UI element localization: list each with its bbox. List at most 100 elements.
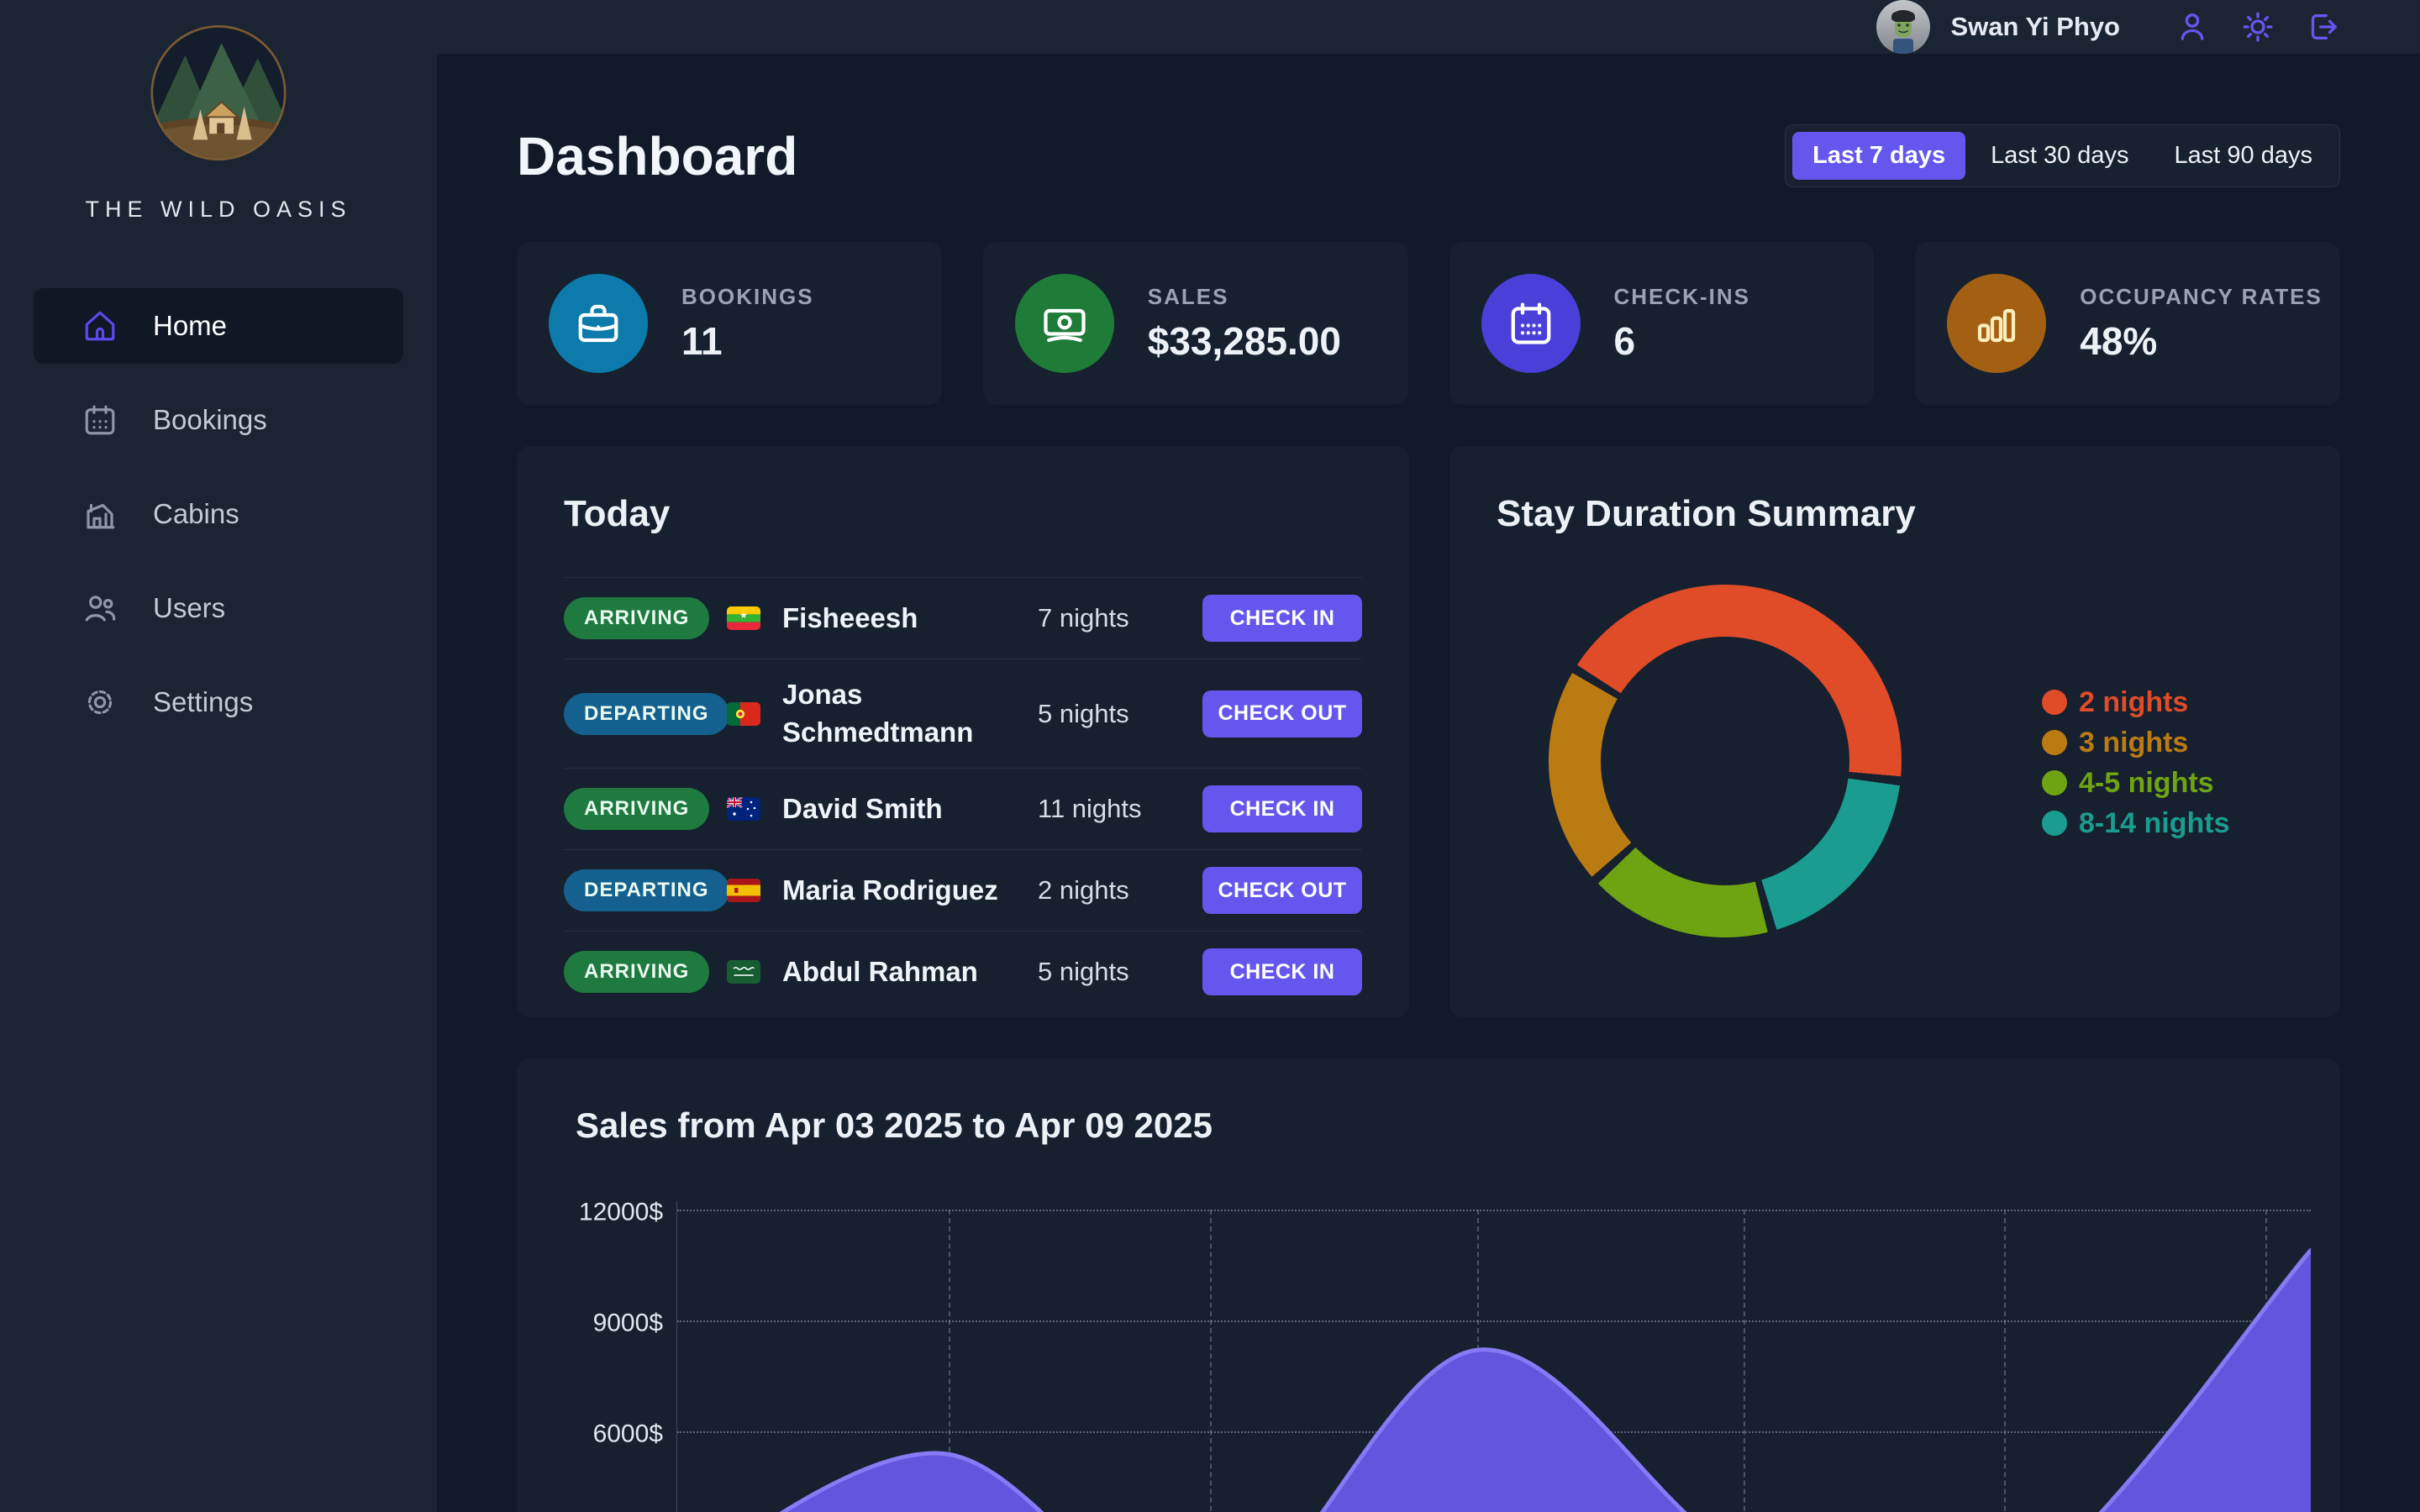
sidebar-item-home[interactable]: Home	[34, 288, 403, 364]
home-icon	[85, 311, 115, 341]
stat-card-checkins: CHECK-INS 6	[1449, 242, 1875, 405]
guest-name: Maria Rodriguez	[782, 874, 998, 906]
table-row: DEPARTING Maria Rodriguez 2 nights CHECK…	[564, 849, 1362, 931]
y-tick: 6000$	[592, 1420, 663, 1448]
stat-value: $33,285.00	[1147, 318, 1341, 363]
today-list: ARRIVING Fisheeesh 7 nights CHECK IN DEP…	[564, 577, 1362, 1012]
stay-duration-title: Stay Duration Summary	[1497, 493, 1916, 534]
nights: 7 nights	[1038, 603, 1129, 633]
flag-myanmar-icon	[727, 606, 760, 630]
flag-portugal-icon	[727, 701, 760, 726]
sales-chart-title: Sales from Apr 03 2025 to Apr 09 2025	[576, 1105, 1213, 1145]
stat-cards: BOOKINGS 11 SALES $33,285.00 CHECK-INS	[517, 242, 2340, 405]
flag-saudi-arabia-icon	[727, 960, 760, 984]
status-badge: ARRIVING	[564, 597, 710, 639]
avatar	[1876, 0, 1931, 54]
dashboard-content: Dashboard Last 7 days Last 30 days Last …	[437, 54, 2420, 1512]
table-row: DEPARTING Jonas Schmedtmann 5 nights CHE…	[564, 659, 1362, 768]
stat-label: SALES	[1147, 283, 1229, 309]
check-out-button[interactable]: CHECK OUT	[1202, 690, 1362, 738]
sidebar-item-settings[interactable]: Settings	[34, 664, 403, 740]
briefcase-icon	[549, 274, 648, 373]
sidebar-nav: Home Bookings Cabins Users Settings	[0, 288, 437, 740]
status-badge: ARRIVING	[564, 951, 710, 994]
check-in-button[interactable]: CHECK IN	[1202, 595, 1362, 642]
legend-item: 4-5 nights	[2042, 766, 2229, 799]
calendar-days-icon	[1481, 274, 1581, 373]
today-panel: Today ARRIVING Fisheeesh 7 nights CHECK …	[517, 446, 1409, 1017]
nights: 5 nights	[1038, 957, 1129, 987]
filter-last-30-days[interactable]: Last 30 days	[1970, 132, 2149, 180]
sidebar-item-label: Home	[153, 310, 228, 341]
legend-dot	[2042, 770, 2067, 795]
banknotes-icon	[1014, 274, 1114, 373]
stat-value: 48%	[2080, 318, 2158, 363]
calendar-icon	[85, 405, 115, 435]
legend-dot	[2042, 811, 2067, 836]
check-out-button[interactable]: CHECK OUT	[1202, 867, 1362, 915]
y-axis: 12000$ 9000$ 6000$	[576, 1198, 676, 1512]
legend-label: 8-14 nights	[2079, 806, 2230, 839]
nights: 11 nights	[1038, 794, 1142, 824]
legend-item: 3 nights	[2042, 726, 2229, 759]
legend-label: 4-5 nights	[2079, 766, 2214, 799]
status-badge: ARRIVING	[564, 788, 710, 831]
stat-value: 6	[1613, 318, 1636, 363]
user-name: Swan Yi Phyo	[1950, 12, 2120, 41]
topbar-actions	[2175, 10, 2340, 44]
sidebar-item-label: Settings	[153, 686, 254, 717]
sidebar-item-bookings[interactable]: Bookings	[34, 382, 403, 458]
topbar: Swan Yi Phyo	[437, 0, 2420, 54]
stay-duration-donut-chart	[1549, 585, 1902, 937]
check-in-button[interactable]: CHECK IN	[1202, 785, 1362, 833]
stat-card-occupancy: OCCUPANCY RATES 48%	[1915, 242, 2340, 405]
bar-chart-icon	[1947, 274, 2047, 373]
filter-last-90-days[interactable]: Last 90 days	[2154, 132, 2333, 180]
sidebar: THE WILD OASIS Home Bookings Cabins User…	[0, 0, 437, 1512]
legend-label: 3 nights	[2079, 726, 2189, 759]
sidebar-item-label: Cabins	[153, 498, 239, 529]
filter-last-7-days[interactable]: Last 7 days	[1792, 132, 1966, 180]
stay-duration-panel: Stay Duration Summary 2 nights 3 nights …	[1449, 446, 2340, 1017]
guest-name: David Smith	[782, 792, 943, 824]
nights: 5 nights	[1038, 698, 1129, 728]
sidebar-item-users[interactable]: Users	[34, 570, 403, 646]
legend-item: 2 nights	[2042, 685, 2229, 718]
stat-label: OCCUPANCY RATES	[2080, 283, 2323, 309]
gear-icon	[87, 690, 113, 715]
table-row: ARRIVING Abdul Rahman 5 nights CHECK IN	[564, 931, 1362, 1012]
nights: 2 nights	[1038, 875, 1129, 906]
sidebar-item-cabins[interactable]: Cabins	[34, 476, 403, 552]
sales-chart-panel: Sales from Apr 03 2025 to Apr 09 2025 12…	[517, 1058, 2340, 1512]
table-row: ARRIVING Fisheeesh 7 nights CHECK IN	[564, 577, 1362, 659]
check-in-button[interactable]: CHECK IN	[1202, 948, 1362, 996]
legend-dot	[2042, 690, 2067, 715]
today-title: Today	[564, 493, 671, 534]
y-tick: 9000$	[592, 1309, 663, 1337]
guest-name: Fisheeesh	[782, 601, 918, 633]
legend-label: 2 nights	[2079, 685, 2189, 718]
flag-australia-icon	[727, 797, 760, 822]
legend-dot	[2042, 730, 2067, 755]
cabin-icon	[87, 503, 115, 529]
stat-card-bookings: BOOKINGS 11	[517, 242, 942, 405]
users-icon	[85, 596, 116, 622]
legend-item: 8-14 nights	[2042, 806, 2230, 839]
date-range-filter: Last 7 days Last 30 days Last 90 days	[1785, 124, 2340, 187]
stat-value: 11	[681, 318, 723, 363]
sun-icon[interactable]	[2241, 10, 2275, 44]
sidebar-item-label: Bookings	[153, 404, 267, 435]
table-row: ARRIVING David Smith 11 nights CHECK IN	[564, 768, 1362, 849]
stat-label: CHECK-INS	[1613, 283, 1750, 309]
sales-area-chart	[676, 1201, 2311, 1512]
wild-oasis-logo	[150, 25, 287, 161]
status-badge: DEPARTING	[564, 692, 729, 735]
status-badge: DEPARTING	[564, 869, 729, 912]
logout-icon[interactable]	[2307, 10, 2340, 44]
user-icon[interactable]	[2175, 10, 2209, 44]
y-tick: 12000$	[578, 1198, 663, 1226]
page-title: Dashboard	[517, 125, 798, 186]
stat-card-sales: SALES $33,285.00	[982, 242, 1408, 405]
flag-spain-icon	[727, 879, 760, 903]
brand-name: THE WILD OASIS	[85, 197, 352, 222]
